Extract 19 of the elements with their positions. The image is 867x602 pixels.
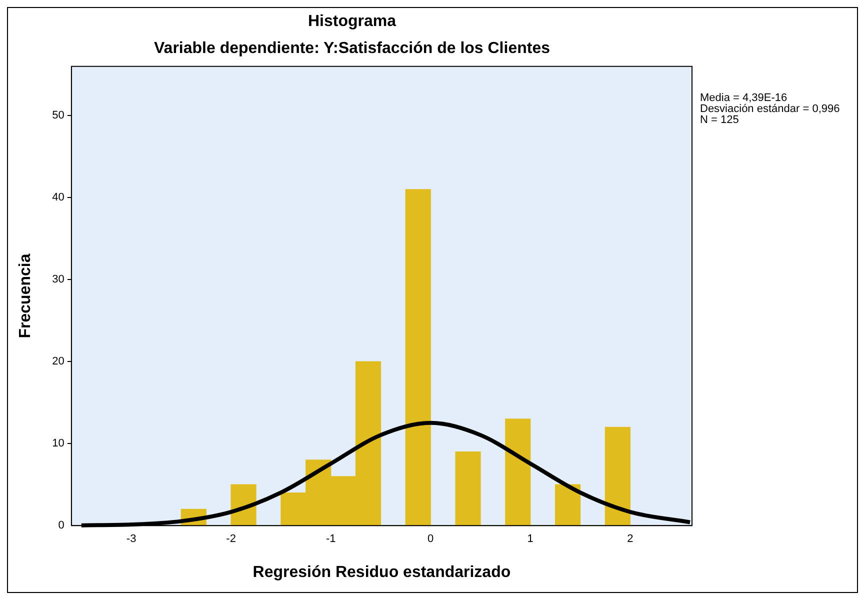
text: N = 125: [700, 114, 739, 126]
text: Media = 4,39E-16: [700, 92, 788, 104]
x-tick-label: 2: [627, 533, 634, 546]
y-tick-label: 0: [58, 520, 64, 532]
y-tick-label: 20: [52, 356, 64, 368]
y-tick-label: 30: [52, 274, 64, 286]
chart-subtitle: Variable dependiente: Y:Satisfacción de los Clientes: [154, 40, 550, 58]
y-axis-title: Frecuencia: [17, 254, 34, 338]
y-tick-label: 50: [52, 110, 64, 122]
y-tick-label: 40: [52, 192, 64, 204]
x-axis-title: Regresión Residuo estandarizado: [252, 564, 511, 581]
x-tick-label: -3: [126, 533, 136, 546]
text: Desviación estándar = 0,996: [700, 102, 840, 115]
x-tick-label: 0: [428, 533, 434, 546]
x-tick-label: 1: [527, 533, 534, 546]
x-tick-label: -2: [226, 533, 236, 546]
chart-title: Histograma: [308, 13, 396, 30]
y-tick-label: 10: [52, 438, 64, 450]
x-tick-label: -1: [326, 533, 336, 546]
